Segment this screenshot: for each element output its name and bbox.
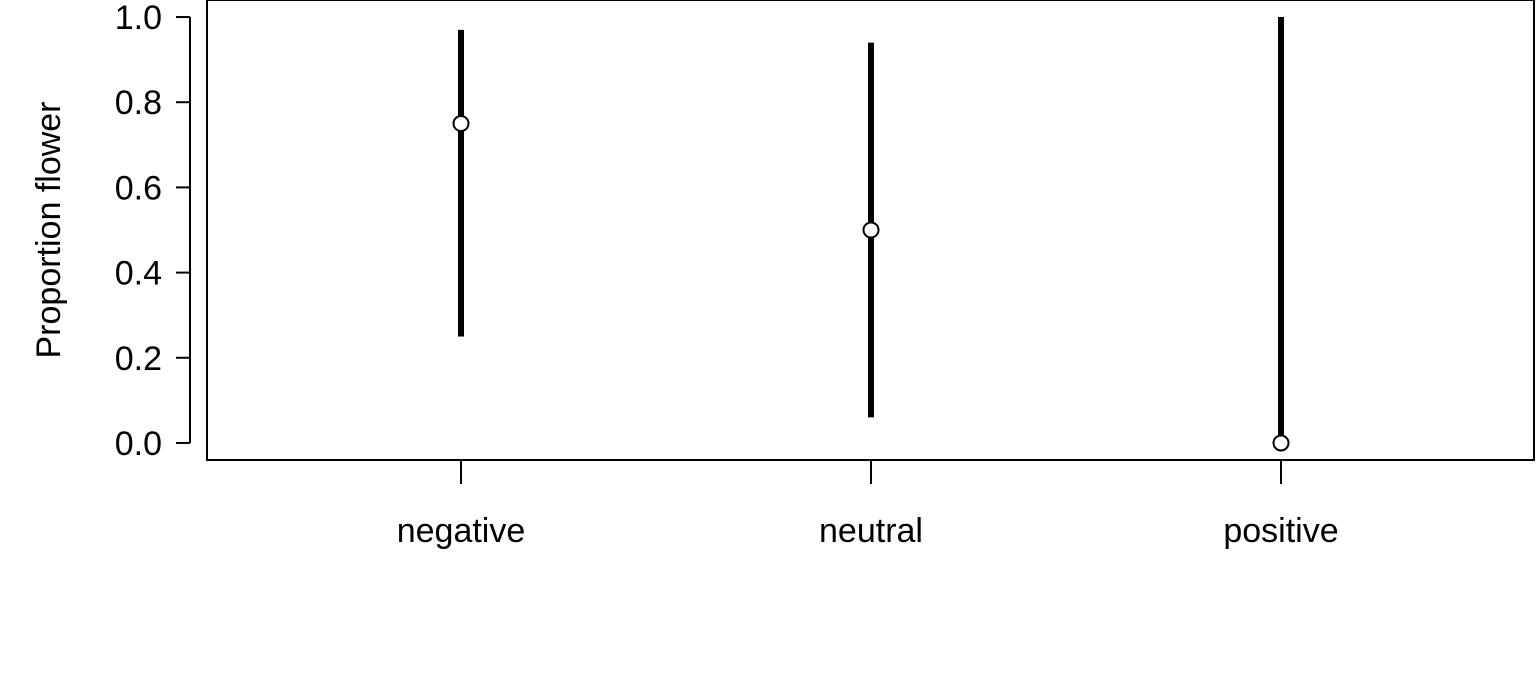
data-point <box>862 221 880 239</box>
x-tick-label: neutral <box>819 512 923 550</box>
y-tick-label: 0.4 <box>115 255 162 293</box>
y-tick-label: 1.0 <box>115 0 162 37</box>
data-point <box>452 115 470 133</box>
y-tick-label: 0.6 <box>115 169 162 207</box>
x-axis: negative neutral positive <box>397 460 1339 550</box>
y-tick-label: 0.2 <box>115 340 162 378</box>
y-tick-label: 0.8 <box>115 84 162 122</box>
y-axis: 0.0 0.2 0.4 0.6 0.8 1.0 <box>115 0 191 463</box>
data-point <box>1272 434 1290 452</box>
x-tick-label: positive <box>1223 512 1338 550</box>
series-points <box>452 17 1290 452</box>
y-axis-title: Proportion flower <box>30 101 68 358</box>
x-tick-label: negative <box>397 512 526 550</box>
y-tick-label: 0.0 <box>115 425 162 463</box>
